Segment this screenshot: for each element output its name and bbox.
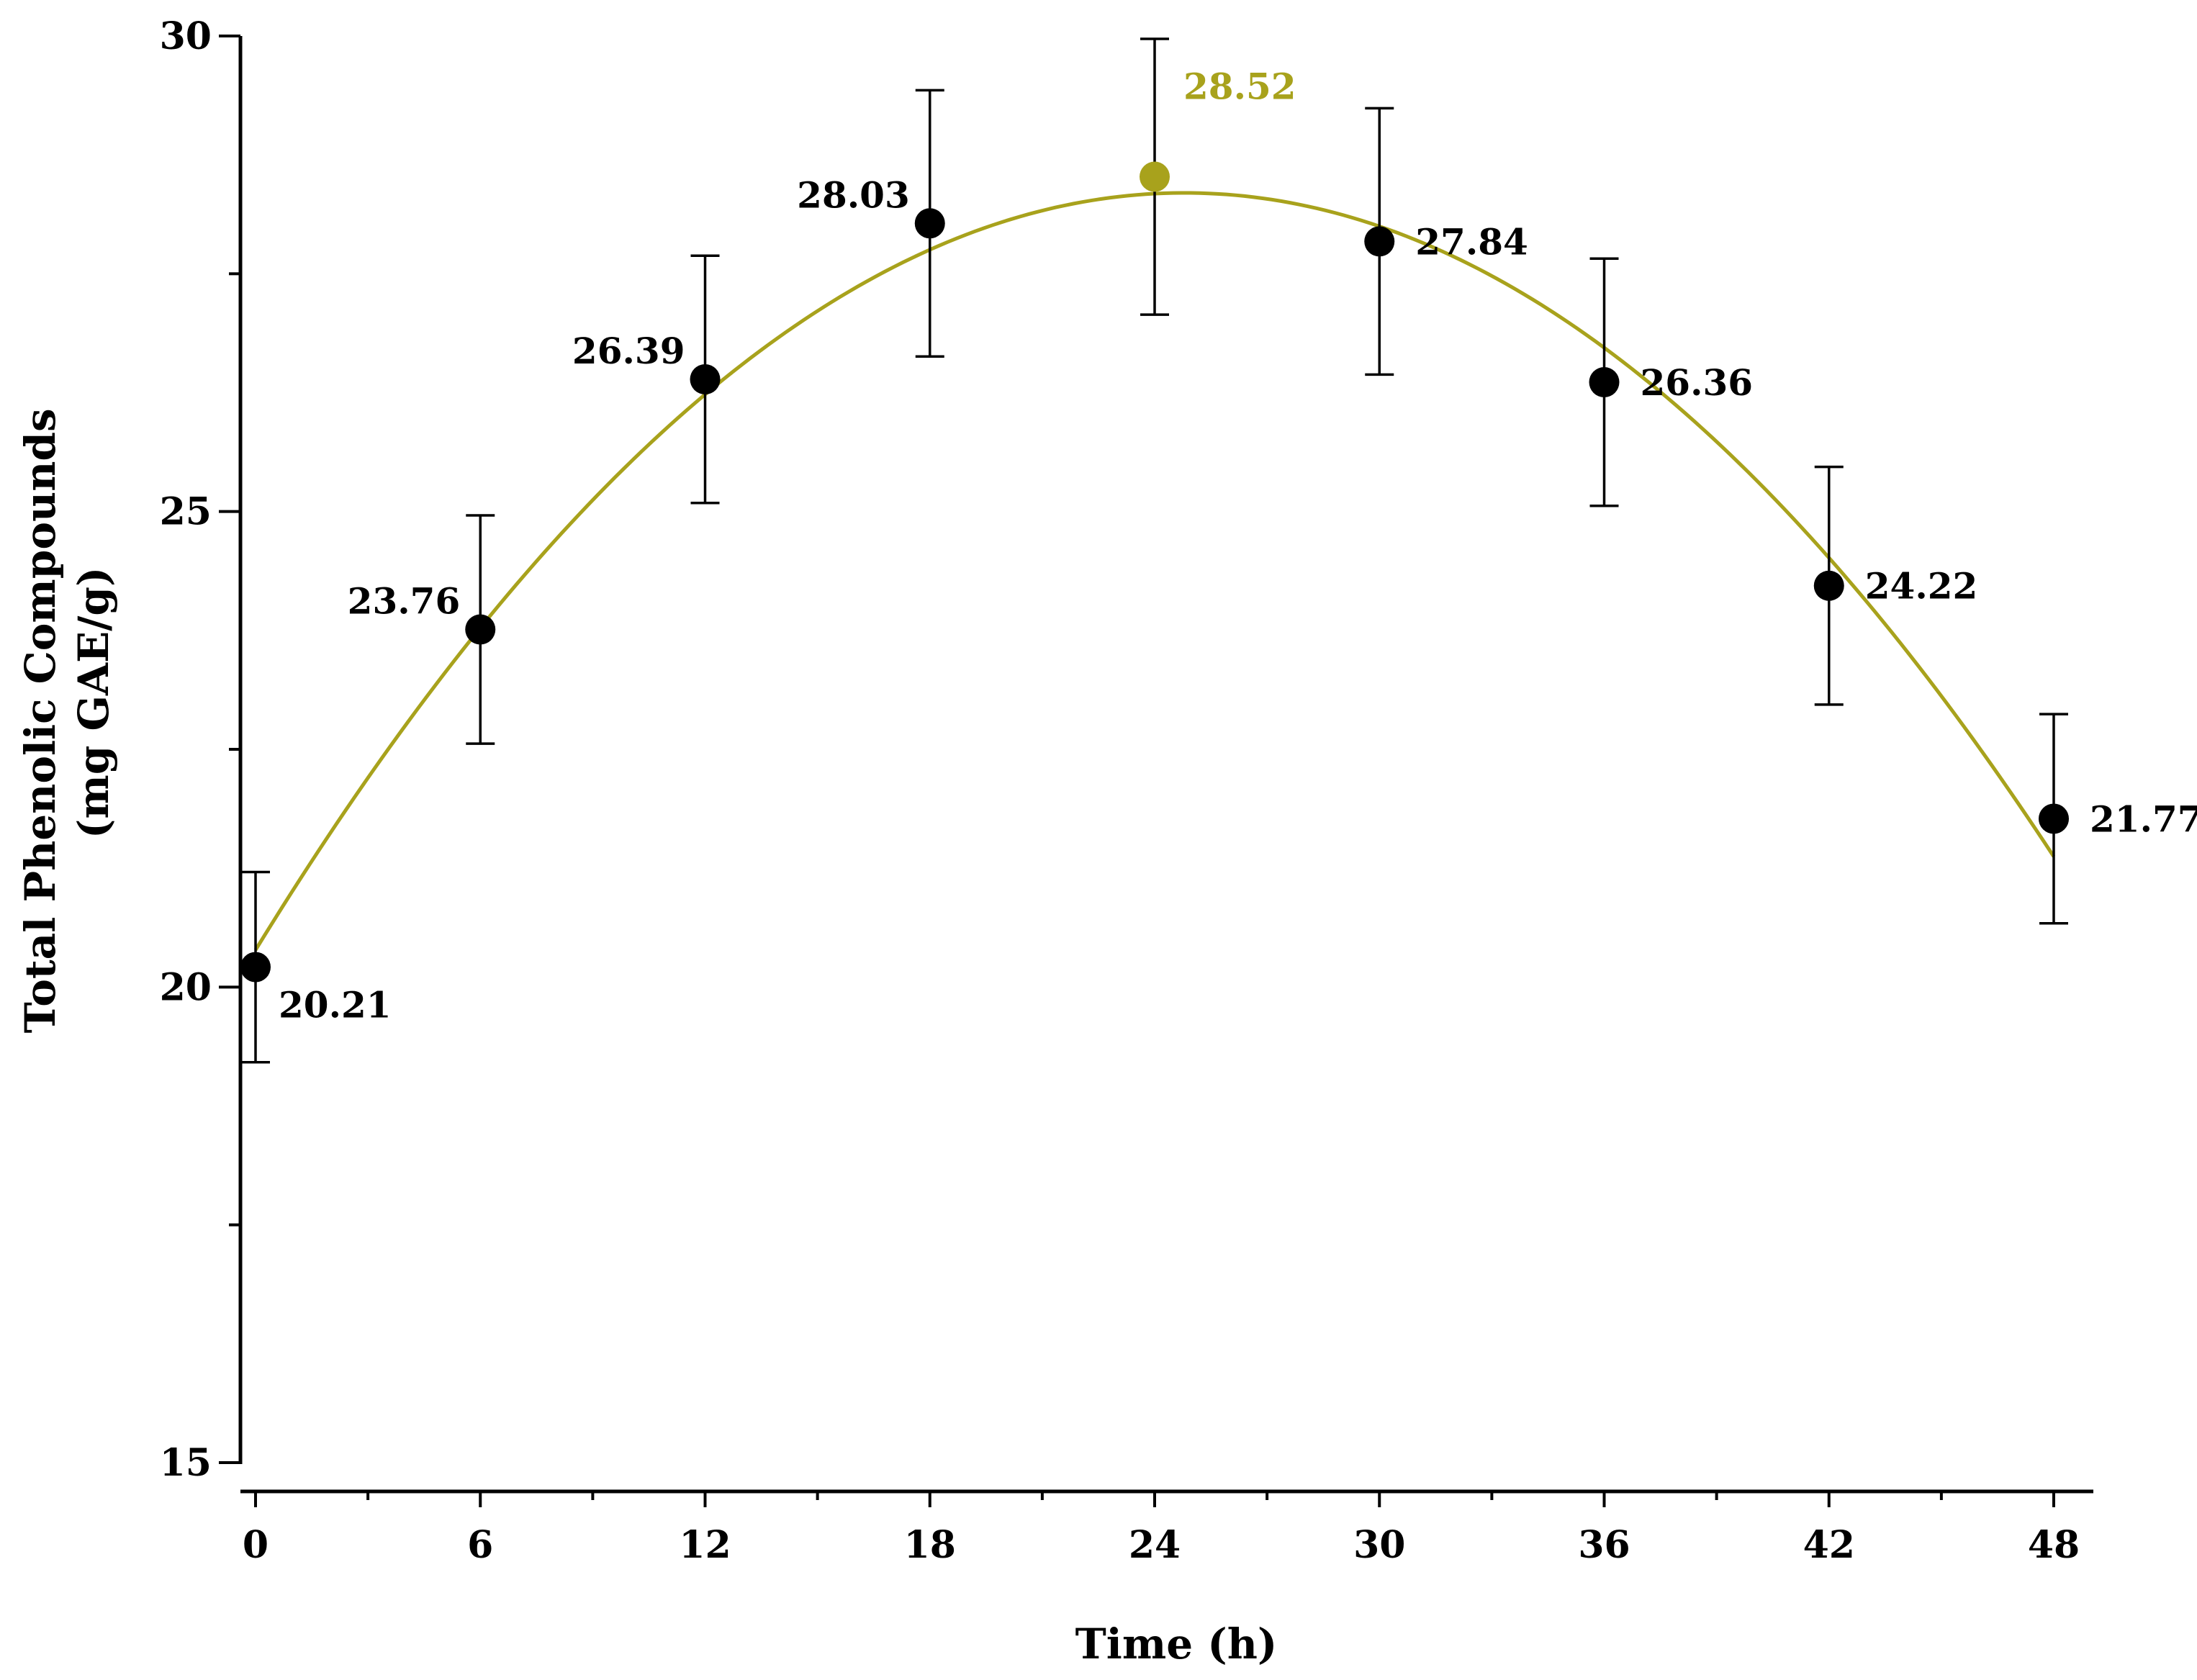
x-axis-title: Time (h) bbox=[1075, 1620, 1278, 1668]
axes bbox=[238, 36, 2093, 1494]
data-point bbox=[914, 208, 945, 239]
y-tick-label: 30 bbox=[160, 14, 212, 58]
data-label: 28.52 bbox=[1183, 66, 1296, 108]
y-tick-label: 25 bbox=[160, 490, 212, 534]
error-bars bbox=[241, 37, 2068, 1064]
data-point bbox=[1364, 226, 1395, 257]
x-axis-ticks: 0 6 12 18 24 30 36 42 48 bbox=[243, 1491, 2080, 1567]
data-point bbox=[1813, 570, 1844, 601]
x-tick-label: 18 bbox=[904, 1523, 956, 1567]
y-axis-ticks: 15 20 25 30 bbox=[160, 14, 240, 1485]
x-tick-label: 0 bbox=[243, 1523, 269, 1567]
data-point bbox=[1140, 161, 1170, 192]
data-labels: 20.21 23.76 26.39 28.03 28.52 27.84 26.36 24.22… bbox=[279, 66, 2197, 1026]
data-label: 24.22 bbox=[1865, 565, 1978, 608]
data-label: 21.77 bbox=[2090, 798, 2197, 840]
x-tick-label: 24 bbox=[1129, 1523, 1181, 1567]
y-tick-label: 20 bbox=[160, 965, 212, 1009]
x-tick-label: 42 bbox=[1803, 1523, 1855, 1567]
y-axis-title: Total Phenolic Compounds (mg GAE/g) bbox=[16, 408, 118, 1033]
x-tick-label: 6 bbox=[467, 1523, 493, 1567]
data-point bbox=[240, 952, 271, 983]
y-tick-label: 15 bbox=[160, 1441, 212, 1485]
y-axis-title-line1: Total Phenolic Compounds bbox=[16, 408, 65, 1033]
data-point bbox=[465, 614, 496, 645]
data-point bbox=[690, 364, 721, 395]
x-tick-label: 36 bbox=[1578, 1523, 1630, 1567]
y-axis-title-line2: (mg GAE/g) bbox=[69, 567, 118, 839]
data-label: 28.03 bbox=[797, 173, 910, 216]
x-tick-label: 30 bbox=[1353, 1523, 1405, 1567]
x-tick-label: 48 bbox=[2028, 1523, 2080, 1567]
data-point bbox=[2039, 803, 2069, 834]
data-points bbox=[240, 161, 2069, 983]
data-label: 26.36 bbox=[1641, 361, 1754, 404]
x-tick-label: 12 bbox=[679, 1523, 731, 1567]
data-label: 27.84 bbox=[1415, 220, 1528, 263]
data-label: 23.76 bbox=[348, 580, 461, 623]
data-label: 20.21 bbox=[279, 984, 392, 1026]
data-label: 26.39 bbox=[572, 330, 685, 372]
data-point bbox=[1589, 366, 1620, 397]
